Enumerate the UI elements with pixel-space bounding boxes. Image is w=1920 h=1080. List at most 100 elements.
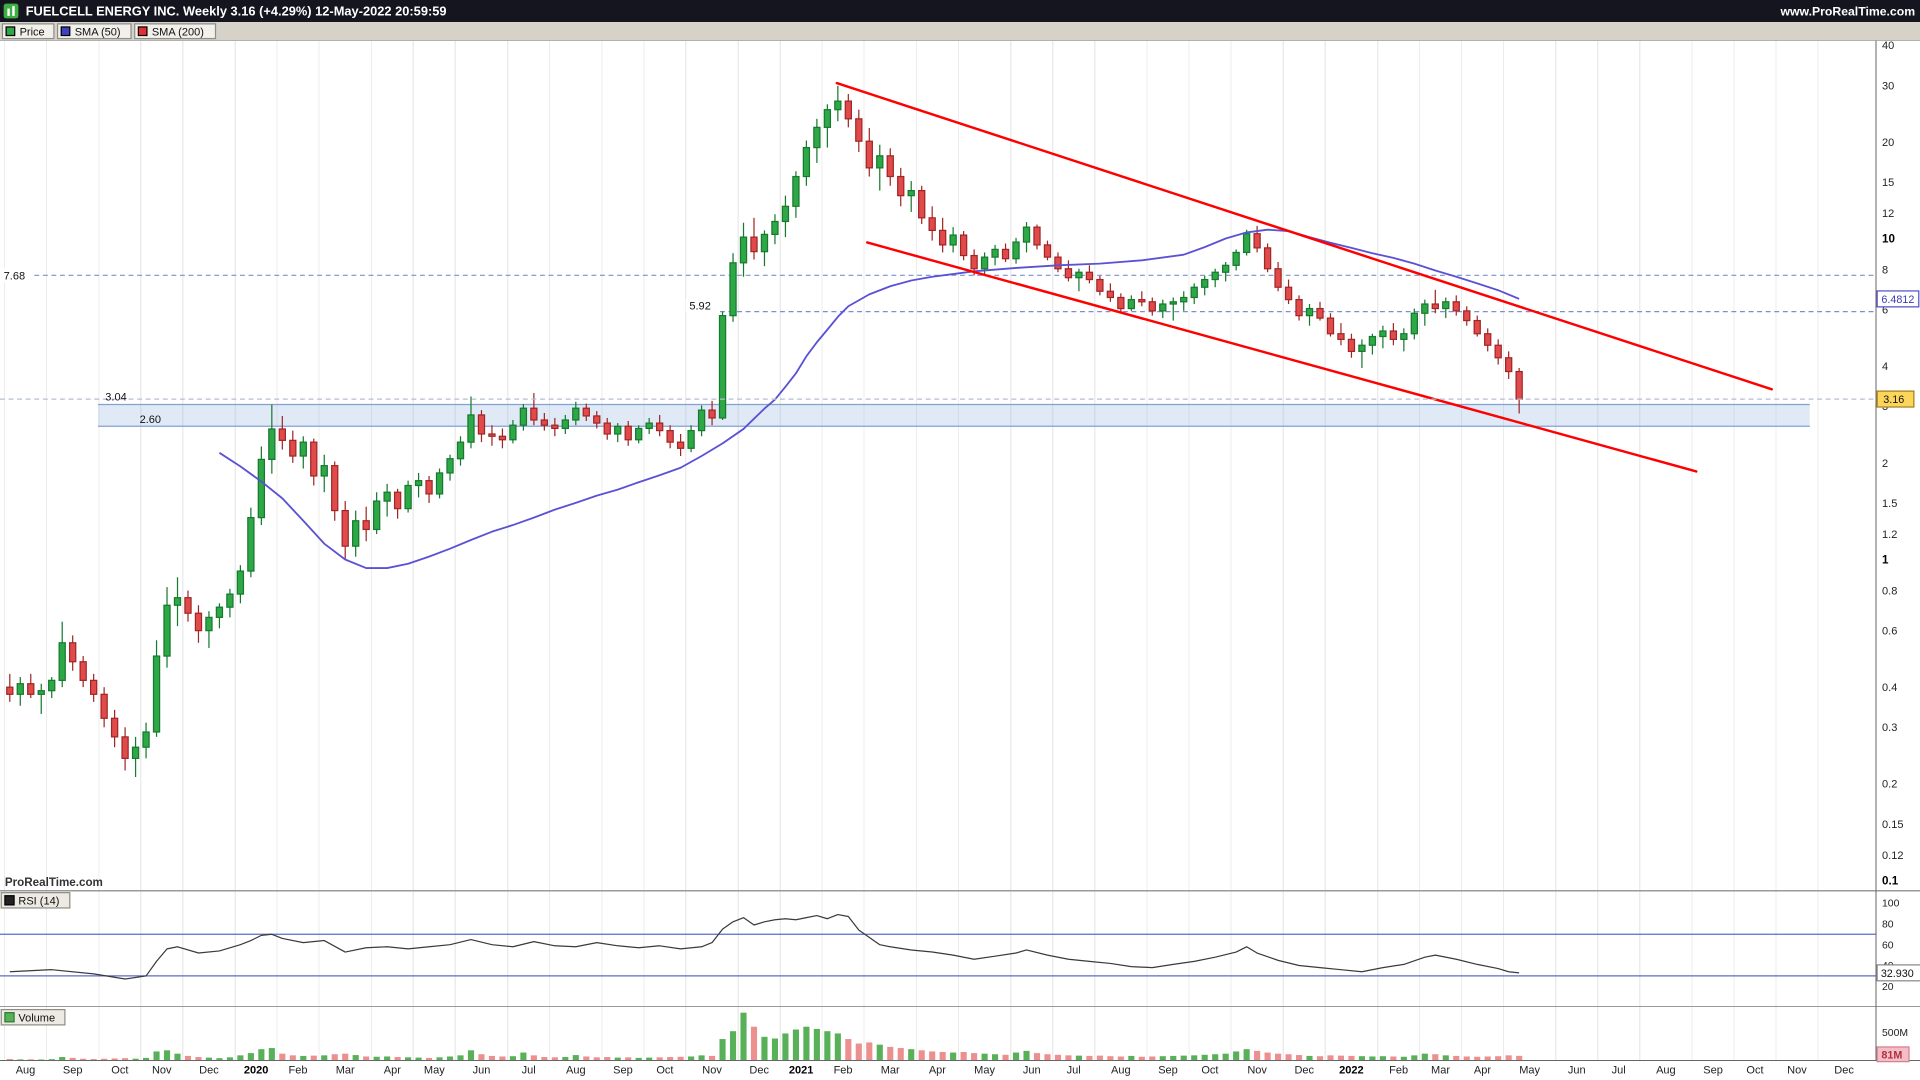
candle [959, 234, 968, 257]
rsi-icon [4, 895, 15, 906]
candle [886, 155, 894, 178]
candle [100, 693, 108, 719]
candle [624, 425, 632, 441]
volume-bar [1516, 1055, 1523, 1061]
volume-bar [384, 1056, 391, 1061]
rsi-chip[interactable]: RSI (14) [0, 892, 71, 909]
volume-bar [247, 1053, 254, 1061]
price-tick: 0.12 [1882, 850, 1903, 862]
candle [79, 661, 87, 681]
month-label: Mar [336, 1064, 355, 1076]
candle [1242, 233, 1251, 254]
trendline-upper[interactable] [835, 81, 1773, 391]
volume-bar [226, 1057, 233, 1061]
volume-bar [813, 1028, 820, 1061]
zone-top-label: 3.04 [105, 391, 126, 403]
volume-bar [1442, 1055, 1449, 1061]
candle [572, 407, 580, 421]
support-zone[interactable] [97, 404, 1810, 427]
legend-sma50[interactable]: SMA (50) [56, 23, 132, 40]
volume-bar [771, 1038, 779, 1061]
volume-bar [625, 1057, 632, 1061]
price-tick: 6 [1882, 305, 1888, 317]
volume-chip[interactable]: Volume [0, 1008, 66, 1026]
candle [540, 419, 549, 426]
candle [488, 433, 496, 437]
candle [1368, 335, 1377, 346]
site-link[interactable]: www.ProRealTime.com [1779, 5, 1915, 19]
legend-bar [0, 22, 1920, 41]
rsi-tick: 20 [1882, 982, 1894, 993]
volume-bar [467, 1050, 475, 1061]
month-label: Sep [1158, 1064, 1178, 1076]
candle [1452, 301, 1460, 312]
volume-bar [1222, 1053, 1229, 1061]
month-label: Sep [63, 1064, 83, 1076]
level-592-label-bg [685, 298, 719, 313]
volume-bar [583, 1056, 590, 1061]
volume-bar [1159, 1056, 1166, 1061]
volume-bar [1463, 1056, 1470, 1061]
volume-pane[interactable] [0, 1006, 1876, 1061]
volume-bar [667, 1057, 674, 1061]
layer-trendlines[interactable] [835, 81, 1773, 473]
candle [215, 606, 224, 618]
volume-bar [750, 1026, 758, 1061]
candle [48, 679, 56, 692]
volume-bar [635, 1057, 642, 1061]
volume-bar [1285, 1054, 1292, 1061]
price-pane[interactable] [0, 40, 1876, 892]
candle [289, 439, 297, 457]
volume-bar [1495, 1056, 1502, 1061]
month-label: Mar [881, 1064, 900, 1076]
candle [1148, 301, 1156, 312]
volume-bar [509, 1056, 516, 1061]
legend-sma200[interactable]: SMA (200) [134, 23, 217, 40]
candle [163, 604, 171, 657]
month-label: Oct [1201, 1064, 1218, 1076]
volume-bar [373, 1056, 380, 1061]
time-axis[interactable] [0, 1060, 1920, 1080]
volume-bar [426, 1057, 433, 1061]
volume-bar [908, 1049, 915, 1061]
svg-text:32.930: 32.930 [1881, 968, 1914, 980]
volume-bar [363, 1056, 370, 1061]
volume-bar [541, 1057, 548, 1061]
price-tick: 2 [1882, 458, 1888, 470]
legend-price[interactable]: Price [1, 23, 55, 40]
volume-bar [1254, 1050, 1261, 1061]
month-label: Jun [1023, 1064, 1041, 1076]
trendline-lower[interactable] [865, 241, 1698, 473]
candle [194, 612, 203, 632]
volume-bar [205, 1057, 213, 1061]
volume-bar [1327, 1055, 1334, 1061]
candle [938, 229, 947, 246]
candle [666, 430, 674, 443]
volume-bar [1306, 1055, 1313, 1061]
candle [320, 465, 328, 477]
candle [131, 746, 140, 759]
candle [561, 419, 569, 430]
volume-bar [342, 1053, 349, 1061]
candle [1504, 357, 1513, 373]
month-label: Feb [1389, 1064, 1408, 1076]
candle [897, 175, 905, 197]
candle [414, 480, 423, 487]
candle [876, 155, 884, 169]
candle [760, 233, 769, 253]
sma50-series-icon [60, 26, 71, 37]
candle [1274, 268, 1282, 288]
candle [1211, 271, 1219, 281]
volume-bar [1086, 1055, 1093, 1061]
candle [1169, 301, 1177, 305]
volume-bar [656, 1057, 663, 1061]
volume-bar [1138, 1056, 1145, 1061]
rsi-pane[interactable] [0, 891, 1876, 1007]
layer-zone[interactable] [97, 403, 1810, 427]
candle [89, 679, 98, 695]
rsi-chip-label: RSI (14) [18, 896, 59, 908]
candle [603, 422, 611, 435]
volume-bar [1453, 1055, 1460, 1061]
volume-bar [90, 1059, 97, 1061]
candle [907, 190, 915, 197]
